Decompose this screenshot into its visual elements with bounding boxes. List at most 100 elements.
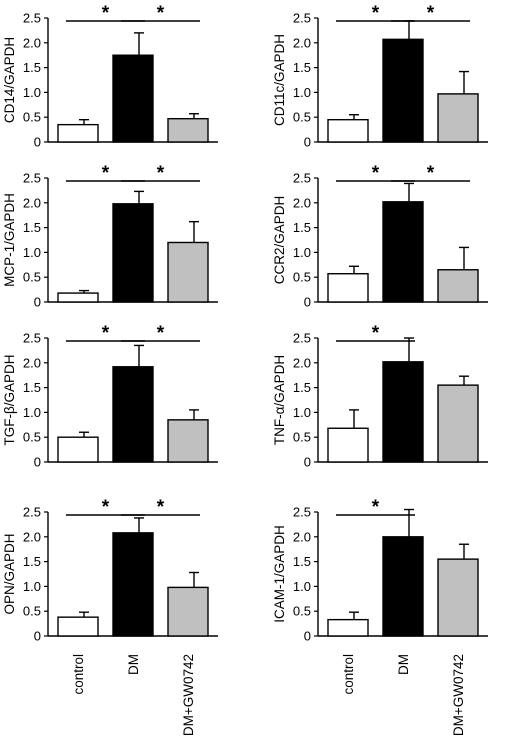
y-tick-label: 0.5 [293,110,311,125]
y-axis-label: OPN/GAPDH [2,533,17,614]
significance-star: * [102,163,110,184]
y-tick-label: 0.5 [23,604,41,619]
x-category-label: DM [126,654,141,675]
chart-panel: 0 0.5 1.0 1.5 2.0 2.5 TGF-β/GAPDH * * [2,323,218,470]
bar-dm [382,361,424,463]
y-tick-label: 2.5 [293,331,311,346]
significance-star: * [372,3,380,24]
y-tick-label: 2.0 [23,195,41,210]
y-tick-label: 2.5 [293,11,311,26]
bar-dm [382,201,424,303]
y-tick-label: 1.0 [23,245,41,260]
x-category-label: DM+GW0742 [451,654,466,736]
chart-panel: 0 0.5 1.0 1.5 2.0 2.5 CD11c/GAPDH * * [272,3,488,150]
y-tick-label: 0.5 [23,270,41,285]
y-tick-label: 1.0 [293,579,311,594]
y-tick-label: 1.5 [293,380,311,395]
y-tick-label: 1.0 [23,579,41,594]
significance-star: * [427,3,435,24]
significance-star: * [157,163,165,184]
y-axis-label: ICAM-1/GAPDH [272,525,287,623]
y-tick-label: 2.5 [293,171,311,186]
y-tick-label: 2.5 [23,11,41,26]
y-tick-label: 0 [304,295,311,310]
bar-control [327,118,369,143]
y-tick-label: 0 [34,295,41,310]
y-tick-label: 0.5 [293,270,311,285]
y-axis-label: CD14/GAPDH [2,37,17,123]
bar-dm-gw0742 [437,269,479,303]
y-tick-label: 0.5 [293,430,311,445]
y-tick-label: 2.0 [293,35,311,50]
bar-control [57,123,99,143]
bar-dm [112,54,154,143]
x-category-label: control [71,654,86,695]
significance-star: * [372,323,380,344]
y-tick-label: 1.0 [23,85,41,100]
y-tick-label: 1.5 [293,220,311,235]
bar-dm [112,203,154,303]
y-tick-label: 0 [34,455,41,470]
y-tick-label: 1.5 [293,554,311,569]
chart-panel: 0 0.5 1.0 1.5 2.0 2.5 OPN/GAPDH * * control DM DM+G… [2,497,218,736]
significance-star: * [157,323,165,344]
bar-control [327,618,369,637]
y-tick-label: 1.0 [293,405,311,420]
y-tick-label: 2.0 [23,35,41,50]
bar-dm-gw0742 [437,384,479,463]
y-tick-label: 0 [34,135,41,150]
y-tick-label: 2.0 [293,529,311,544]
y-axis-label: MCP-1/GAPDH [2,193,17,287]
y-tick-label: 1.5 [23,60,41,75]
y-tick-label: 1.5 [23,554,41,569]
chart-panel: 0 0.5 1.0 1.5 2.0 2.5 CCR2/GAPDH * * [272,163,488,310]
bar-control [57,292,99,303]
x-category-label: DM [396,654,411,675]
y-tick-label: 1.5 [23,220,41,235]
y-tick-label: 2.0 [23,355,41,370]
y-tick-label: 0 [304,455,311,470]
bar-dm [112,532,154,637]
bar-control [327,273,369,303]
bar-control [327,427,369,463]
y-axis-label: TNF-α/GAPDH [272,355,287,445]
y-tick-label: 2.5 [23,171,41,186]
x-category-label: control [341,654,356,695]
chart-panel: 0 0.5 1.0 1.5 2.0 2.5 MCP-1/GAPDH * * [2,163,218,310]
significance-star: * [102,323,110,344]
chart-panel: 0 0.5 1.0 1.5 2.0 2.5 TNF-α/GAPDH * [272,323,488,470]
y-tick-label: 0.5 [23,430,41,445]
bar-control [57,436,99,463]
y-tick-label: 2.0 [293,355,311,370]
y-tick-label: 0.5 [293,604,311,619]
y-axis-label: TGF-β/GAPDH [2,354,17,445]
bar-dm [112,366,154,463]
significance-star: * [427,163,435,184]
bar-dm [382,536,424,637]
y-axis-label: CD11c/GAPDH [272,34,287,126]
significance-star: * [102,497,110,518]
significance-star: * [157,497,165,518]
x-category-label: DM+GW0742 [181,654,196,736]
bar-control [57,616,99,637]
y-tick-label: 0 [34,629,41,644]
y-tick-label: 1.5 [23,380,41,395]
bar-dm-gw0742 [167,241,209,303]
y-axis-label: CCR2/GAPDH [272,196,287,285]
bar-dm-gw0742 [167,586,209,637]
y-tick-label: 0 [304,135,311,150]
y-tick-label: 0 [304,629,311,644]
significance-star: * [372,163,380,184]
y-tick-label: 1.0 [23,405,41,420]
bar-dm-gw0742 [167,419,209,463]
bar-dm-gw0742 [437,558,479,637]
chart-panel: 0 0.5 1.0 1.5 2.0 2.5 ICAM-1/GAPDH * control DM DM… [272,497,488,736]
bar-dm-gw0742 [167,117,209,143]
chart-panel: 0 0.5 1.0 1.5 2.0 2.5 CD14/GAPDH * * [2,3,218,150]
y-tick-label: 1.0 [293,245,311,260]
y-tick-label: 2.0 [23,529,41,544]
y-tick-label: 1.0 [293,85,311,100]
significance-star: * [372,497,380,518]
y-tick-label: 2.5 [23,331,41,346]
